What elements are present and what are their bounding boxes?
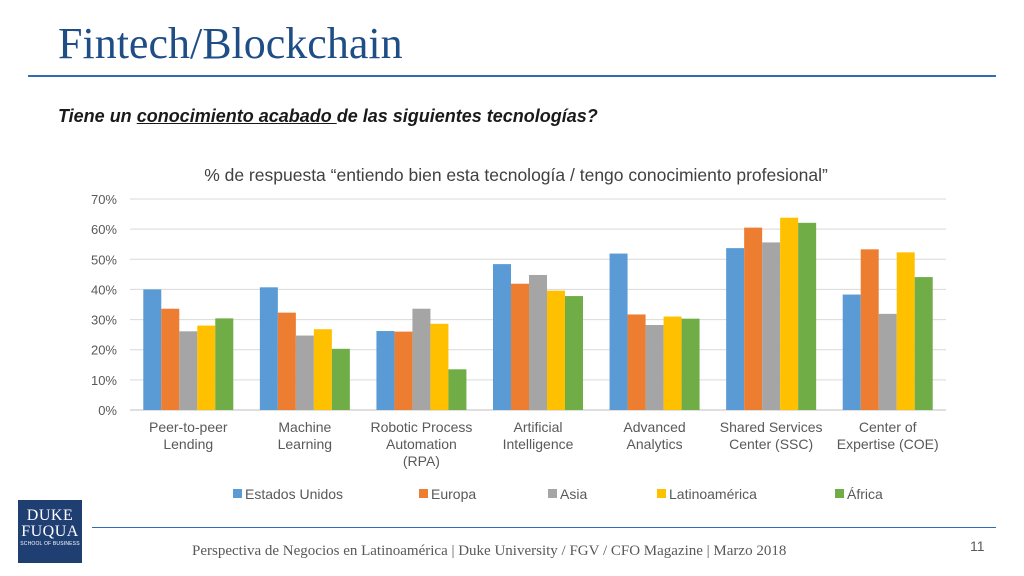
x-tick-label-line: Intelligence	[503, 436, 574, 452]
y-tick-label: 50%	[91, 252, 117, 267]
bar	[842, 294, 861, 410]
x-tick-label: Shared Services Center (SSC)	[720, 419, 823, 452]
y-tick-label: 40%	[91, 282, 117, 297]
bar	[744, 227, 763, 410]
x-tick-label: Artificial Intelligence	[503, 419, 574, 452]
question-suffix: de las siguientes tecnologías?	[336, 106, 598, 126]
x-tick-label-line: Center (SSC)	[729, 436, 813, 452]
x-tick-label-line: (RPA)	[403, 453, 440, 469]
x-tick-label-line: Advanced	[623, 419, 685, 435]
bar	[529, 274, 547, 410]
y-tick-label: 0%	[98, 403, 117, 418]
legend-swatch	[548, 489, 557, 498]
duke-fuqua-logo: DUKE FUQUA SCHOOL OF BUSINESS	[18, 500, 82, 563]
legend-label: Latinoamérica	[669, 486, 757, 502]
y-tick-label: 70%	[91, 192, 117, 207]
bar	[430, 323, 449, 410]
y-tick-label: 20%	[91, 343, 117, 358]
legend-label: África	[847, 486, 883, 502]
bar	[878, 313, 897, 410]
x-tick-label-line: Machine	[278, 419, 331, 435]
question-prefix: Tiene un	[58, 106, 137, 126]
bar	[565, 296, 583, 410]
bar	[412, 308, 431, 410]
page-number: 11	[970, 538, 985, 554]
bar	[215, 318, 234, 410]
bar	[547, 290, 565, 410]
bar	[798, 222, 817, 410]
bar	[726, 248, 745, 410]
x-tick-label-line: Artificial	[513, 419, 562, 435]
legend-swatch	[835, 489, 844, 498]
x-tick-label-line: Learning	[278, 436, 333, 452]
legend-label: Estados Unidos	[245, 486, 343, 502]
bar	[896, 252, 915, 410]
x-tick-label: Center of Expertise (COE)	[837, 419, 939, 452]
bar	[277, 312, 296, 410]
logo-line-1: DUKE	[26, 507, 74, 524]
x-tick-label-line: Robotic Process	[370, 419, 472, 435]
bar-chart: % de respuesta “entiendo bien esta tecno…	[91, 165, 946, 502]
bar	[161, 308, 180, 410]
footer-divider	[92, 527, 996, 528]
bar	[609, 253, 628, 410]
x-tick-label: Peer-to-peer Lending	[149, 419, 228, 452]
x-tick-label-line: Expertise (COE)	[837, 436, 939, 452]
bar	[860, 249, 879, 410]
bar	[394, 331, 413, 410]
y-tick-label: 60%	[91, 222, 117, 237]
slide-title: Fintech/Blockchain	[58, 19, 403, 68]
bar	[780, 217, 799, 410]
bar	[376, 331, 395, 410]
x-tick-label: Robotic Process Automation (RPA)	[370, 419, 472, 469]
y-tick-label: 10%	[91, 373, 117, 388]
x-tick-label: Machine Learning	[278, 419, 333, 452]
legend-swatch	[657, 489, 666, 498]
x-tick-label-line: Analytics	[627, 436, 683, 452]
bar	[914, 277, 933, 410]
bar	[331, 348, 350, 410]
bar	[645, 324, 664, 410]
title-divider	[28, 75, 996, 77]
x-tick-label-line: Automation	[386, 436, 457, 452]
bar	[493, 264, 511, 410]
bar	[448, 369, 467, 410]
bar	[762, 242, 781, 410]
x-tick-label-line: Lending	[163, 436, 213, 452]
survey-question: Tiene un conocimiento acabado de las sig…	[58, 106, 598, 127]
chart-title: % de respuesta “entiendo bien esta tecno…	[204, 165, 828, 185]
legend-swatch	[419, 489, 428, 498]
bar	[259, 287, 278, 410]
bar	[197, 325, 216, 410]
bar	[313, 329, 332, 410]
bar	[681, 318, 700, 410]
bar	[627, 314, 646, 410]
bar	[663, 316, 682, 410]
logo-line-3: SCHOOL OF BUSINESS	[20, 541, 80, 547]
question-emphasis: conocimiento acabado	[136, 106, 337, 126]
x-tick-label-line: Peer-to-peer	[149, 419, 228, 435]
bar	[511, 283, 529, 410]
footer-text: Perspectiva de Negocios en Latinoamérica…	[192, 543, 787, 559]
legend-swatch	[233, 489, 242, 498]
logo-line-2: FUQUA	[21, 523, 79, 540]
bar	[295, 335, 314, 410]
x-tick-label: Advanced Analytics	[623, 419, 685, 452]
legend-label: Asia	[560, 486, 587, 502]
y-tick-label: 30%	[91, 313, 117, 328]
x-tick-label-line: Shared Services	[720, 419, 823, 435]
bar	[179, 331, 198, 410]
legend-label: Europa	[431, 486, 476, 502]
x-tick-label-line: Center of	[859, 419, 917, 435]
bar	[143, 289, 162, 410]
